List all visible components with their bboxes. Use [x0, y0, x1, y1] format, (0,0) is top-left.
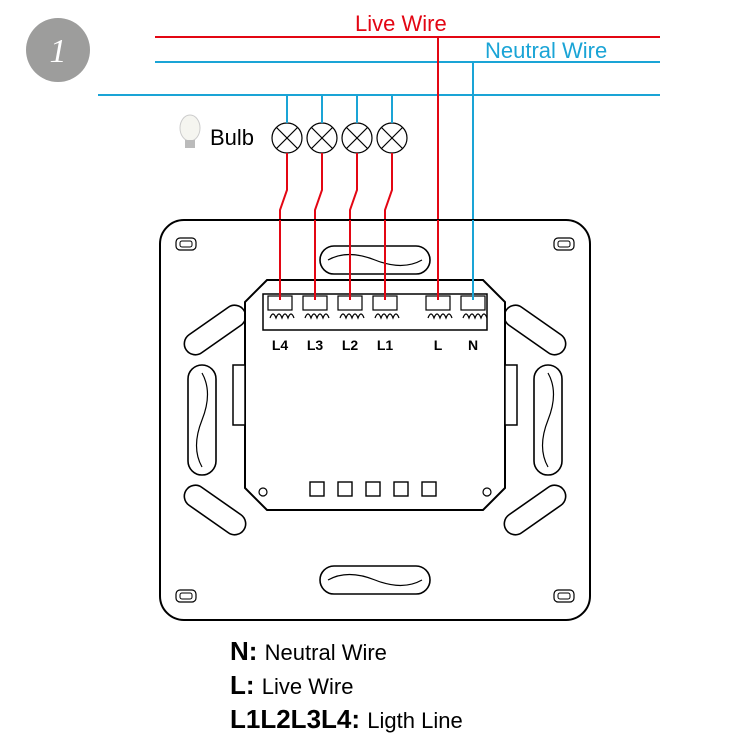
bulb-label: Bulb	[210, 125, 254, 150]
lamp-symbol-3	[342, 123, 372, 153]
terminal-label-L1: L1	[377, 337, 394, 353]
step-number: 1	[50, 33, 67, 70]
neutral-wire-label: Neutral Wire	[485, 38, 607, 63]
terminal-label-L: L	[434, 337, 443, 353]
bulb-icon	[180, 115, 200, 148]
live-wire-label: Live Wire	[355, 11, 447, 36]
lamp-symbol-1	[272, 123, 302, 153]
legend-row-2: L1L2L3L4: Ligth Line	[230, 704, 463, 734]
terminal-label-L2: L2	[342, 337, 359, 353]
terminal-label-N: N	[468, 337, 478, 353]
legend-row-0: N: Neutral Wire	[230, 636, 387, 666]
terminal-label-L3: L3	[307, 337, 324, 353]
lamp-symbol-2	[307, 123, 337, 153]
legend-row-1: L: Live Wire	[230, 670, 353, 700]
terminal-label-L4: L4	[272, 337, 289, 353]
lamp-symbol-4	[377, 123, 407, 153]
